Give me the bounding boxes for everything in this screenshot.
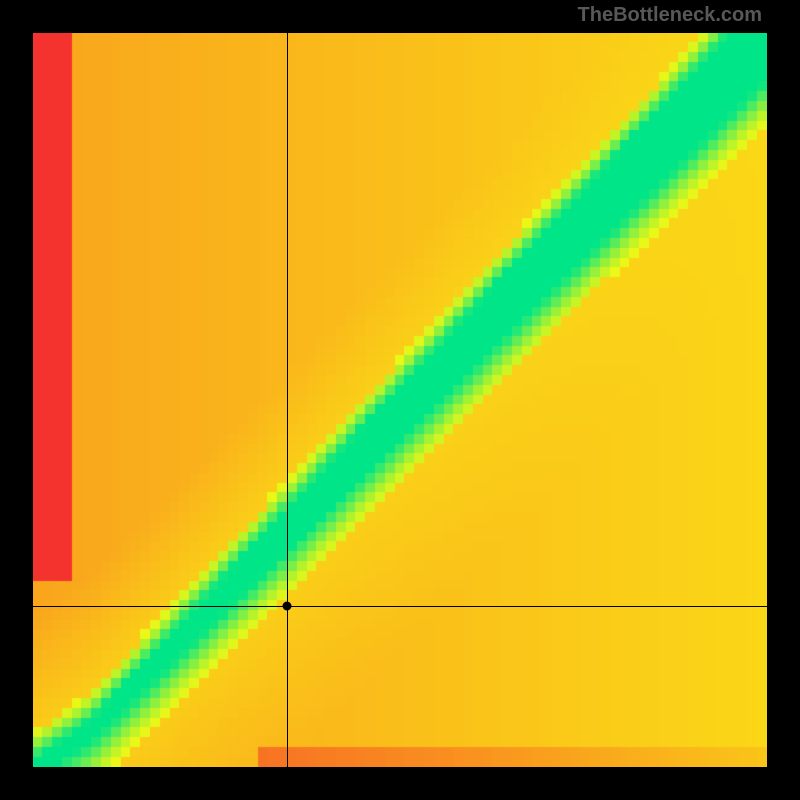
crosshair-vertical [287, 33, 288, 767]
watermark-text: TheBottleneck.com [578, 4, 762, 27]
heatmap-plot [33, 33, 767, 767]
crosshair-horizontal [33, 606, 767, 607]
heatmap-canvas [33, 33, 767, 767]
crosshair-marker-dot [282, 601, 291, 610]
